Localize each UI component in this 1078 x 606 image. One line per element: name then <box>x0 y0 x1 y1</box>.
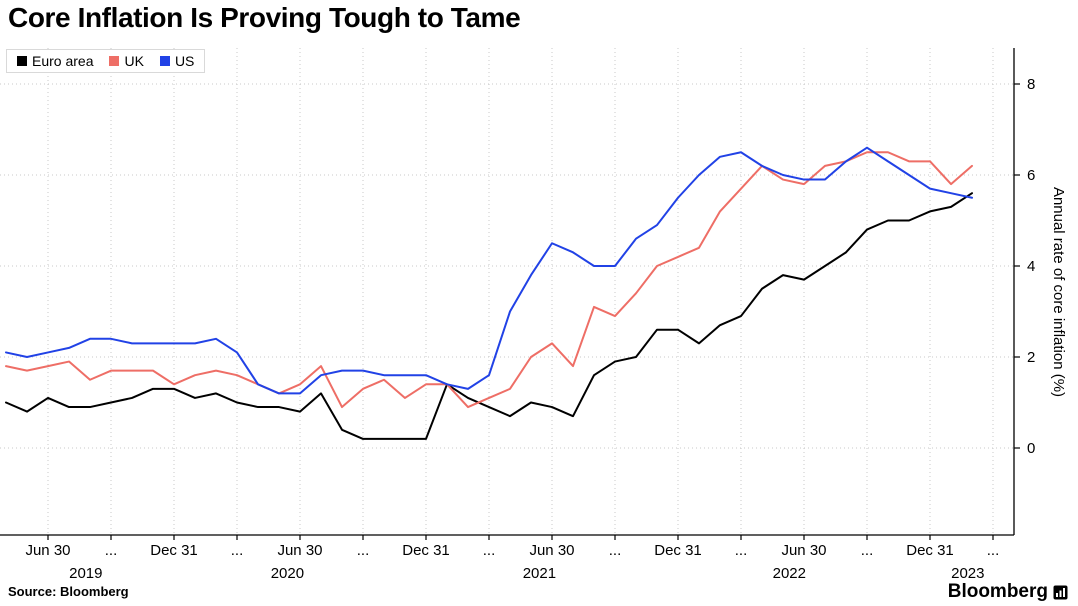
svg-text:...: ... <box>735 542 748 559</box>
svg-text:...: ... <box>483 542 496 559</box>
legend-label-euro-area: Euro area <box>32 53 94 69</box>
svg-text:Jun 30: Jun 30 <box>25 542 70 559</box>
svg-text:2: 2 <box>1027 349 1035 366</box>
svg-text:6: 6 <box>1027 167 1035 184</box>
svg-text:...: ... <box>357 542 370 559</box>
legend-item-euro-area: Euro area <box>17 54 93 68</box>
svg-text:0: 0 <box>1027 440 1035 457</box>
uk-swatch-icon <box>109 56 120 66</box>
svg-text:Jun 30: Jun 30 <box>277 542 322 559</box>
legend-label-uk: UK <box>124 53 144 69</box>
bloomberg-logo-icon <box>1053 585 1068 599</box>
bloomberg-wordmark: Bloomberg <box>948 581 1068 603</box>
svg-text:2019: 2019 <box>69 565 102 582</box>
legend: Euro area UK US <box>6 49 206 73</box>
bloomberg-brand-text: Bloomberg <box>947 581 1048 602</box>
svg-text:8: 8 <box>1027 76 1035 93</box>
svg-text:Annual rate of core inflation: Annual rate of core inflation (%) <box>1050 187 1067 397</box>
svg-text:...: ... <box>231 542 244 559</box>
legend-item-uk: UK <box>109 53 144 69</box>
svg-text:Dec 31: Dec 31 <box>402 542 450 559</box>
svg-text:4: 4 <box>1027 258 1035 275</box>
svg-text:Dec 31: Dec 31 <box>906 542 954 559</box>
svg-text:...: ... <box>861 542 874 559</box>
svg-text:2023: 2023 <box>951 565 984 582</box>
svg-text:Dec 31: Dec 31 <box>150 542 198 559</box>
source-note: Source: Bloomberg <box>8 584 129 599</box>
svg-text:2022: 2022 <box>773 565 806 582</box>
chart-title: Core Inflation Is Proving Tough to Tame <box>8 2 521 33</box>
legend-label-us: US <box>174 53 195 69</box>
euro-area-swatch-icon <box>17 56 27 66</box>
svg-text:2021: 2021 <box>523 565 556 582</box>
legend-item-us: US <box>159 53 195 69</box>
svg-text:...: ... <box>609 542 622 559</box>
svg-text:...: ... <box>105 542 118 559</box>
svg-text:Jun 30: Jun 30 <box>781 542 826 559</box>
svg-text:Jun 30: Jun 30 <box>529 542 574 559</box>
svg-text:2020: 2020 <box>271 565 304 582</box>
svg-text:...: ... <box>987 542 1000 559</box>
svg-text:Dec 31: Dec 31 <box>654 542 702 559</box>
us-swatch-icon <box>159 56 170 66</box>
